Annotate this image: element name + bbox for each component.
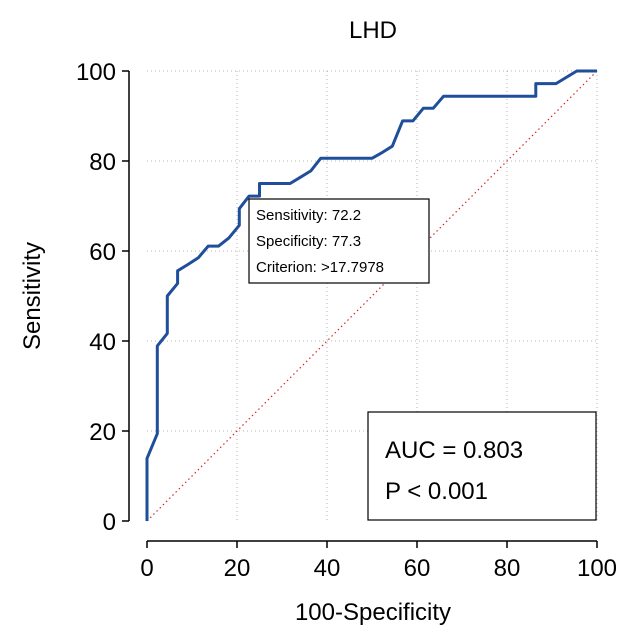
x-tick-label: 80: [494, 555, 521, 582]
x-tick-label: 20: [224, 555, 251, 582]
y-tick-label: 40: [89, 329, 116, 356]
auc-label: AUC = 0.803: [385, 437, 523, 464]
y-tick-label: 20: [89, 419, 116, 446]
stats-box-frame: [367, 411, 597, 521]
x-tick-label: 40: [314, 555, 341, 582]
roc-curve: [145, 69, 597, 521]
criterion-box-frame: [248, 198, 430, 284]
x-axis-title: 100-Specificity: [295, 599, 451, 626]
y-tick-label: 80: [89, 149, 116, 176]
criterion-specificity: Specificity: 77.3: [256, 233, 361, 250]
criterion-box: Sensitivity: 72.2 Specificity: 77.3 Crit…: [248, 198, 430, 284]
x-tick-label: 0: [140, 555, 153, 582]
y-tick-label: 100: [76, 59, 116, 86]
y-axis-ticks: 0 20 40 60 80 100: [76, 59, 129, 536]
y-tick-label: 0: [103, 509, 116, 536]
x-tick-label: 60: [404, 555, 431, 582]
axes: [128, 71, 597, 542]
p-value-label: P < 0.001: [385, 478, 488, 505]
y-axis-title: Sensitivity: [19, 242, 46, 350]
y-tick-label: 60: [89, 239, 116, 266]
x-tick-label: 100: [577, 555, 617, 582]
x-axis-ticks: 0 20 40 60 80 100: [140, 541, 617, 582]
criterion-sensitivity: Sensitivity: 72.2: [256, 207, 361, 224]
criterion-value: Criterion: >17.7978: [256, 259, 384, 276]
chart-title: LHD: [349, 17, 397, 44]
stats-box: AUC = 0.803 P < 0.001: [367, 411, 597, 521]
